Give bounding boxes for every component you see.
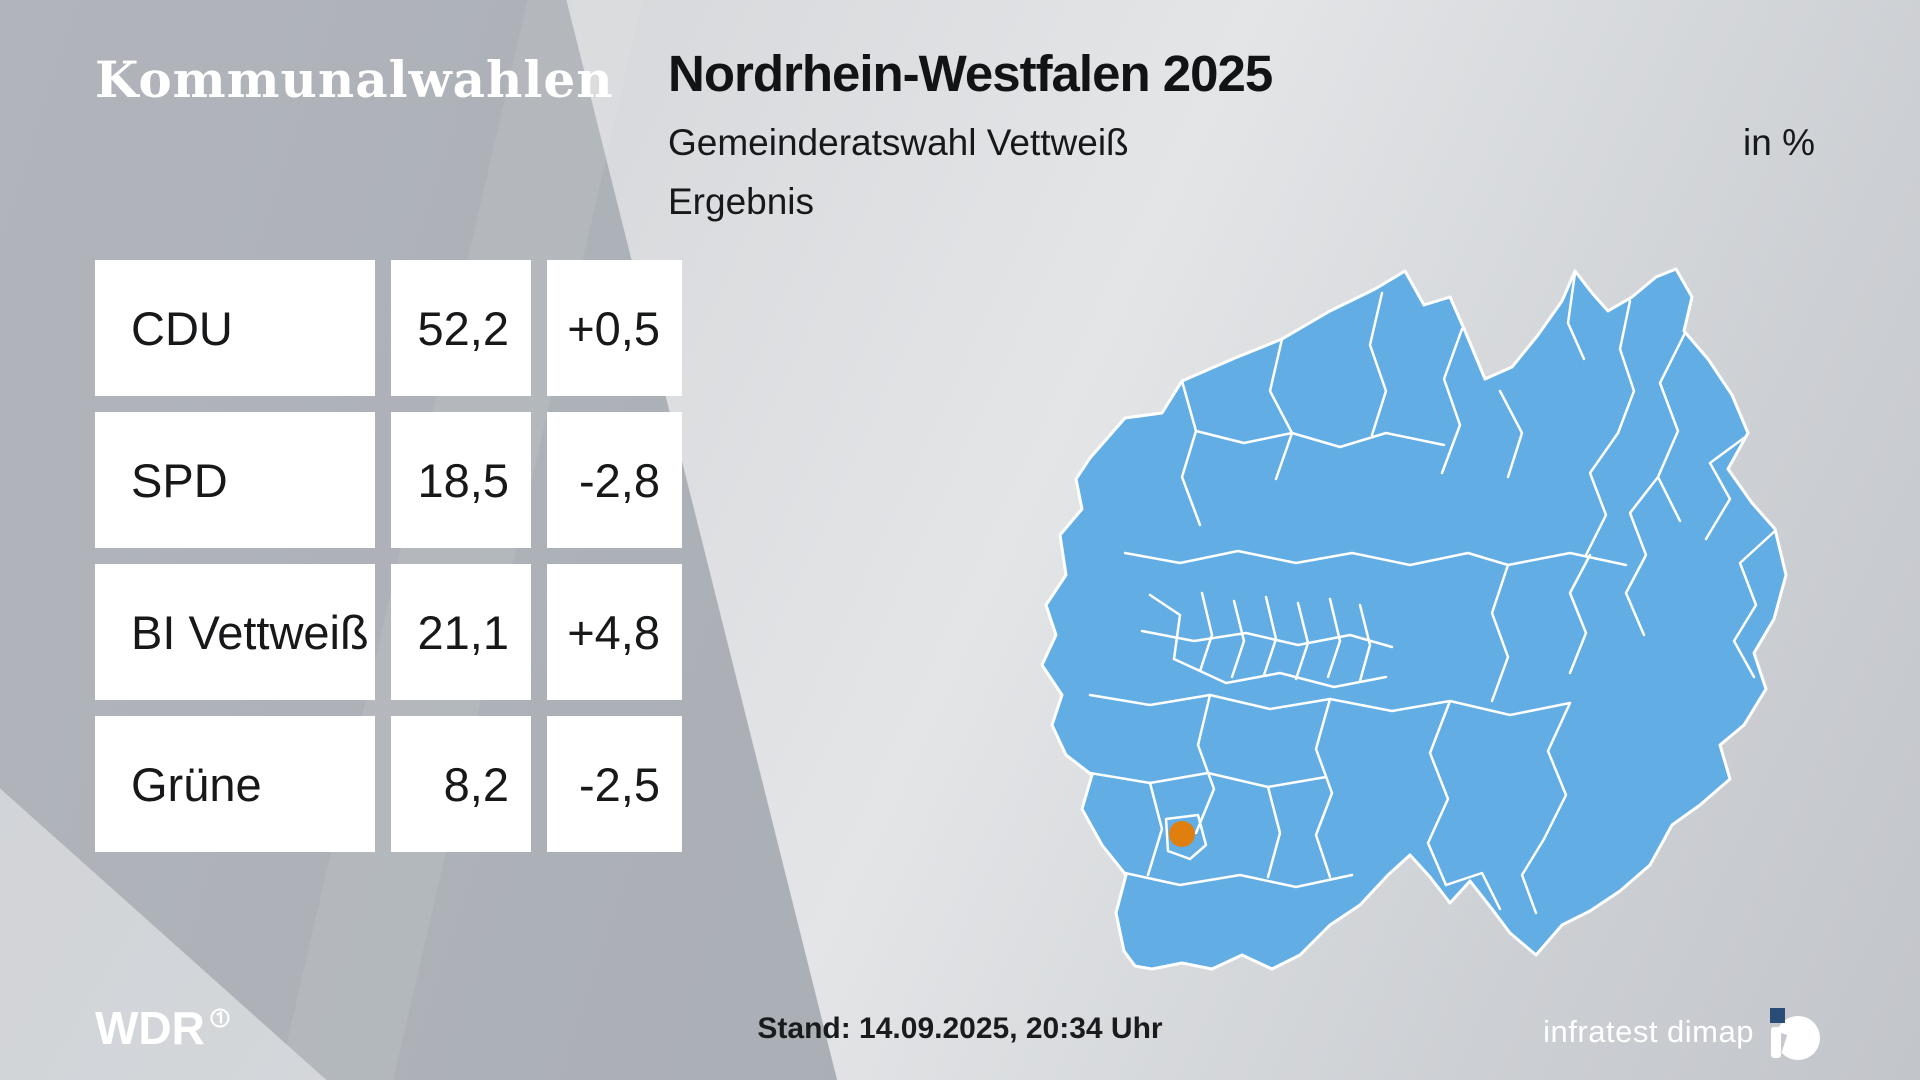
party-value: 52,2 <box>391 260 531 396</box>
party-change: -2,5 <box>547 716 682 852</box>
party-value: 21,1 <box>391 564 531 700</box>
status-timestamp: Stand: 14.09.2025, 20:34 Uhr <box>757 1012 1163 1045</box>
party-name: BI Vettweiß <box>95 564 375 700</box>
unit-label: in % <box>1743 122 1815 163</box>
party-value: 18,5 <box>391 412 531 548</box>
party-name: SPD <box>95 412 375 548</box>
party-name: Grüne <box>95 716 375 852</box>
page-subtitle: Gemeinderatswahl Vettweiß <box>668 122 1129 163</box>
vettweiss-marker <box>1169 821 1195 847</box>
ard-one-circle-icon <box>210 1008 230 1028</box>
wdr-logo-text: WDR <box>95 1002 205 1054</box>
infratest-dimap-icon <box>1770 1008 1820 1062</box>
wdr-logo: WDR <box>95 1005 231 1051</box>
party-change: -2,8 <box>547 412 682 548</box>
results-table: CDU 52,2 +0,5 SPD 18,5 -2,8 BI Vettweiß … <box>95 260 682 852</box>
program-title: Kommunalwahlen <box>95 50 614 109</box>
district-borders <box>1088 271 1777 915</box>
infratest-dimap-text: infratest dimap <box>1543 1014 1754 1049</box>
party-change: +4,8 <box>547 564 682 700</box>
page-title: Nordrhein-Westfalen 2025 <box>668 45 1273 102</box>
nrw-map-svg <box>1040 267 1788 971</box>
party-value: 8,2 <box>391 716 531 852</box>
nrw-state-shape <box>1040 267 1788 971</box>
result-label: Ergebnis <box>668 181 815 222</box>
party-name: CDU <box>95 260 375 396</box>
party-change: +0,5 <box>547 260 682 396</box>
infratest-dimap-logo: infratest dimap <box>1543 1008 1820 1062</box>
nrw-map <box>1030 262 1790 974</box>
